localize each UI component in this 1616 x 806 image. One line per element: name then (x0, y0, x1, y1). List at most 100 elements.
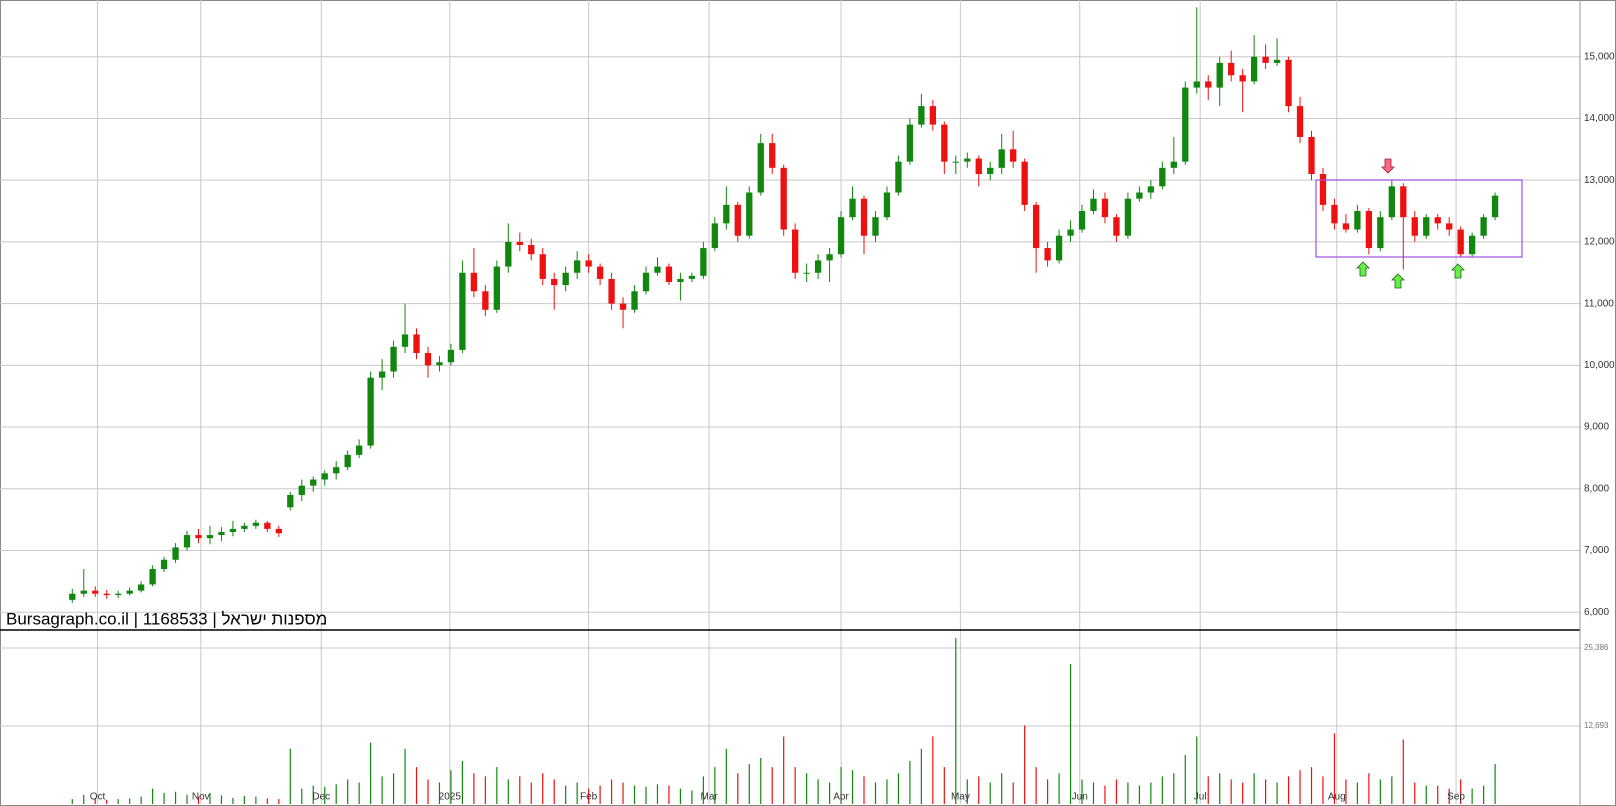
candle-body (1090, 198, 1097, 212)
candle-body (1319, 173, 1327, 205)
candle-body (1182, 87, 1189, 162)
up-arrow (1451, 263, 1465, 279)
y-tick-label: 12,000 (1584, 237, 1615, 248)
candle-body (539, 254, 546, 279)
candle-body (413, 334, 420, 353)
candle-body (1010, 149, 1017, 162)
candle-body (952, 161, 959, 163)
candle-body (126, 590, 133, 594)
candle-body (1193, 81, 1200, 88)
y-tick-label: 11,000 (1584, 298, 1614, 309)
candle-body (654, 266, 661, 273)
candle-body (746, 192, 753, 236)
candle-body (826, 254, 833, 261)
candle-body (1400, 186, 1407, 218)
candle-body (998, 149, 1005, 168)
candle-body (333, 467, 340, 474)
candle-body (160, 559, 168, 570)
candle-body (1411, 217, 1418, 236)
candle-body (585, 260, 592, 267)
candle-body (929, 106, 937, 125)
candle-body (401, 334, 409, 347)
candle-body (1032, 204, 1040, 249)
candle-body (1044, 248, 1051, 261)
candle-body (1377, 217, 1384, 249)
candle-body (344, 454, 351, 468)
candle-body (528, 244, 535, 255)
candle-body (1331, 204, 1338, 224)
candle-body (436, 362, 443, 366)
candle-body (229, 528, 237, 532)
candle-body (769, 143, 776, 168)
candle-body (1388, 186, 1395, 218)
candle-body (1250, 56, 1258, 82)
candle-body (964, 158, 971, 162)
candle-body (1468, 235, 1476, 255)
candle-body (1354, 211, 1361, 230)
candle-body (115, 593, 122, 595)
candle-body (470, 272, 478, 292)
up-arrow (1356, 261, 1370, 277)
candle-body (677, 278, 684, 283)
candle-body (700, 248, 707, 276)
x-tick-label: Apr (833, 792, 849, 803)
candle-body (367, 377, 374, 446)
candle-body (195, 535, 202, 539)
candle-body (1055, 235, 1063, 261)
candle-body (1423, 217, 1430, 236)
candle-body (1067, 229, 1074, 236)
x-tick-label: 2025 (439, 792, 462, 803)
candle-body (665, 266, 673, 283)
candle-body (837, 217, 845, 255)
candle-body (321, 473, 328, 480)
candle-body (918, 106, 925, 125)
x-tick-label: Sep (1447, 792, 1465, 803)
candle-body (941, 124, 948, 162)
y-tick-label: 14,000 (1584, 113, 1615, 124)
candle-body (355, 445, 363, 455)
candle-body (310, 479, 317, 486)
candle-body (1147, 186, 1155, 193)
candle-body (298, 485, 305, 495)
candle-body (1113, 217, 1120, 236)
up-arrow (1391, 273, 1405, 289)
candle-body (608, 278, 615, 304)
candle-body (757, 143, 764, 193)
candle-body (814, 260, 822, 273)
candle-body (860, 198, 868, 236)
candle-body (1308, 136, 1315, 174)
candle-body (275, 528, 282, 534)
candle-body (264, 522, 271, 529)
grid (0, 0, 1580, 804)
candle-body (803, 272, 810, 274)
candle-body (723, 204, 730, 224)
candle-body (883, 192, 891, 218)
candle-body (688, 275, 696, 279)
y-tick-label: 13,000 (1584, 175, 1615, 186)
chart-title: Bursagraph.co.il | 1168533 | מספנות ישרא… (6, 609, 327, 628)
candle-body (1170, 161, 1177, 168)
candle-body (505, 241, 512, 267)
plot (69, 7, 1499, 804)
candle-body (872, 217, 879, 236)
pattern-box (1315, 179, 1523, 258)
candle-body (619, 303, 627, 310)
candle-body (1285, 59, 1292, 107)
candle-body (1228, 62, 1235, 76)
candle-body (1446, 223, 1453, 230)
candle-body (792, 229, 799, 273)
candle-body (103, 593, 110, 595)
candle-body (424, 352, 432, 366)
candle-body (69, 593, 76, 600)
candle-body (218, 531, 225, 536)
candle-body (1434, 217, 1441, 224)
x-tick-label: Dec (312, 792, 330, 803)
candle-body (1205, 81, 1212, 88)
x-tick-label: Feb (580, 792, 598, 803)
y-tick-label: 15,000 (1584, 51, 1615, 62)
x-tick-label: Jun (1072, 792, 1088, 803)
candle-body (1239, 75, 1246, 82)
y-tick-label: 12,693 (1584, 721, 1609, 730)
